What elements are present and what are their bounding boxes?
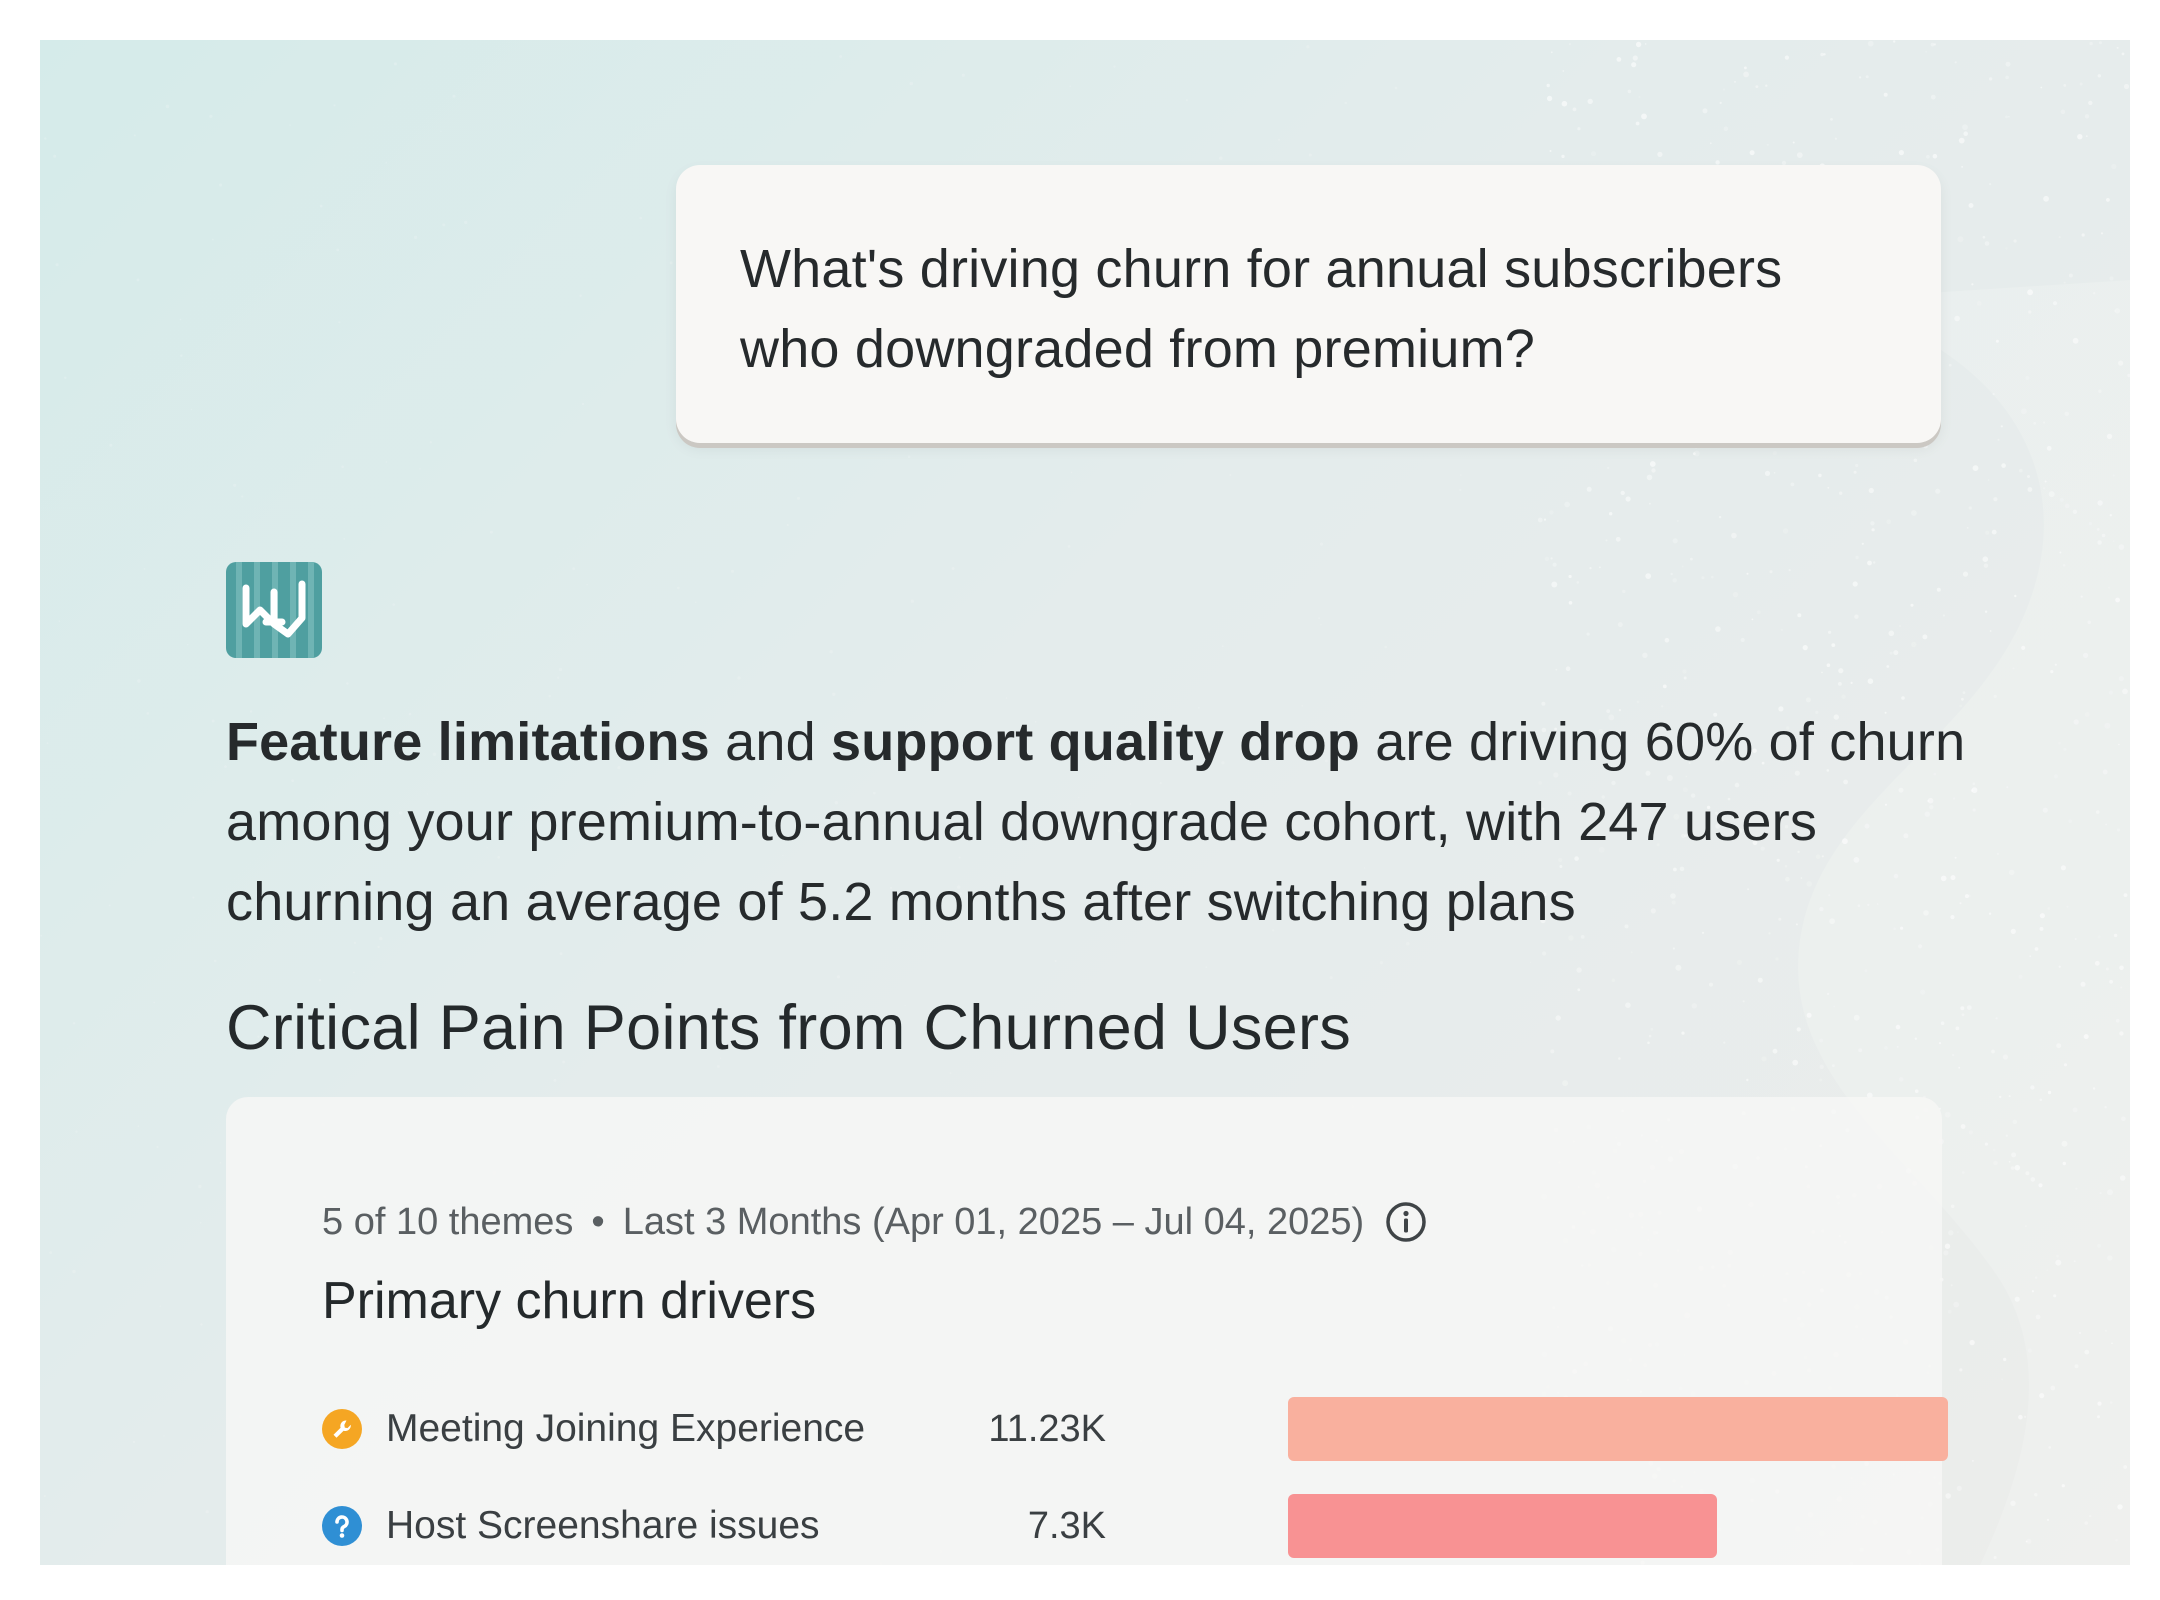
- card-meta: 5 of 10 themes • Last 3 Months (Apr 01, …: [322, 1197, 1428, 1247]
- answer-text-connector: and: [709, 712, 832, 772]
- user-message-text: What's driving churn for annual subscrib…: [740, 239, 1783, 379]
- themes-count: 5 of 10 themes: [322, 1201, 574, 1243]
- bar-row[interactable]: Meeting Joining Experience 11.23K: [322, 1397, 1948, 1461]
- bar[interactable]: [1288, 1494, 1717, 1558]
- meta-separator: •: [591, 1201, 605, 1243]
- section-title: Critical Pain Points from Churned Users: [226, 993, 1352, 1063]
- date-range: Last 3 Months (Apr 01, 2025 – Jul 04, 20…: [622, 1201, 1365, 1243]
- bar[interactable]: [1288, 1397, 1948, 1461]
- answer-bold-support-quality: support quality drop: [831, 712, 1360, 772]
- bar-value-label: 7.3K: [1027, 1505, 1106, 1547]
- bar-label: Meeting Joining Experience: [386, 1407, 866, 1450]
- chat-canvas: What's driving churn for annual subscrib…: [40, 40, 2130, 1565]
- info-icon[interactable]: [1384, 1200, 1428, 1244]
- user-message-bubble: What's driving churn for annual subscrib…: [676, 165, 1941, 443]
- answer-text-body: are driving 60% of churn among your prem…: [226, 712, 1966, 932]
- bar-value-label: 11.23K: [988, 1408, 1106, 1450]
- bar-label: Host Screenshare issues: [386, 1504, 820, 1547]
- churn-drivers-card: 5 of 10 themes • Last 3 Months (Apr 01, …: [226, 1097, 1948, 1565]
- assistant-logo-icon: [226, 562, 322, 658]
- question-icon: [322, 1506, 362, 1546]
- chart-title: Primary churn drivers: [322, 1272, 817, 1330]
- answer-bold-feature-limitations: Feature limitations: [226, 712, 710, 772]
- assistant-logo: [226, 562, 322, 658]
- wrench-icon: [322, 1409, 362, 1449]
- assistant-answer: Feature limitations and support quality …: [226, 702, 1986, 942]
- bar-row[interactable]: Host Screenshare issues 7.3K: [322, 1494, 1882, 1558]
